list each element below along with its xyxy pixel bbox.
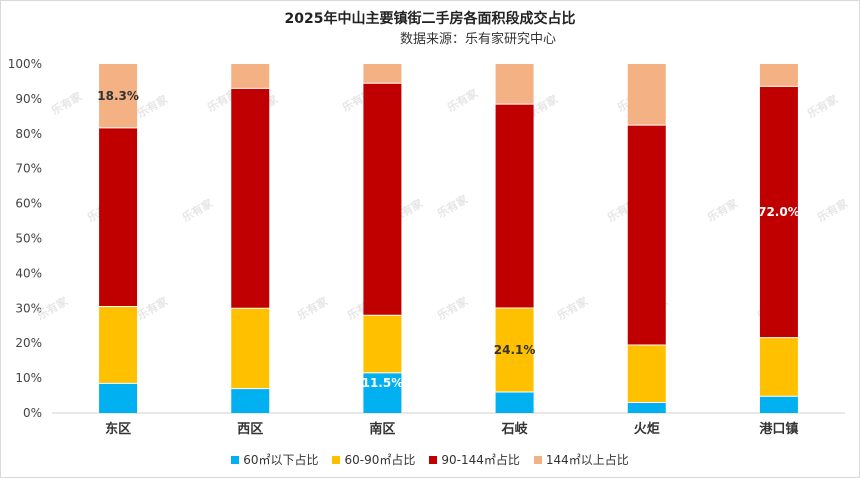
legend-item: 90-144㎡占比	[429, 451, 520, 468]
watermark-text: 乐有家	[815, 195, 851, 224]
bar-segment	[363, 372, 402, 413]
bar-segment	[495, 307, 534, 393]
legend-label: 60-90㎡占比	[344, 453, 416, 467]
y-tick-label: 40%	[15, 266, 42, 280]
data-label: 11.5%	[362, 376, 404, 390]
bar-segment	[759, 86, 798, 338]
y-tick-label: 60%	[15, 197, 42, 211]
watermark-text: 乐有家	[805, 91, 841, 120]
watermark-text: 乐有家	[435, 293, 471, 322]
x-category-label: 火炬	[634, 422, 660, 437]
legend-label: 144㎡以上占比	[545, 453, 629, 467]
watermark-text: 乐有家	[555, 293, 591, 322]
x-category-label: 石岐	[501, 421, 529, 437]
bar-segment	[495, 64, 534, 105]
bar-segment	[99, 383, 138, 413]
y-tick-label: 0%	[23, 406, 42, 420]
y-tick-label: 70%	[15, 162, 42, 176]
bar-segment	[99, 127, 138, 307]
bar-segment	[759, 337, 798, 397]
data-label: 18.3%	[97, 89, 139, 103]
watermark-text: 乐有家	[445, 85, 481, 114]
watermark-text: 乐有家	[435, 191, 471, 220]
bar-segment	[627, 402, 666, 413]
bar-segment	[99, 306, 138, 384]
y-tick-label: 100%	[8, 57, 42, 71]
bar-segment	[759, 396, 798, 413]
bar-segment	[231, 308, 270, 389]
bar-segment	[231, 388, 270, 413]
y-tick-label: 80%	[15, 127, 42, 141]
legend-item: 60-90㎡占比	[332, 451, 415, 468]
legend-label: 60㎡以下占比	[243, 453, 319, 467]
data-label: 24.1%	[494, 343, 536, 357]
x-category-label: 东区	[105, 421, 131, 437]
legend-label: 90-144㎡占比	[441, 453, 520, 467]
bar-segment	[495, 104, 534, 308]
x-category-label: 南区	[369, 421, 395, 437]
y-tick-label: 10%	[15, 371, 42, 385]
x-category-label: 西区	[237, 422, 263, 437]
legend-item: 60㎡以下占比	[231, 451, 318, 468]
watermark-text: 乐有家	[135, 293, 171, 322]
data-label: 72.0%	[758, 205, 800, 219]
y-tick-label: 20%	[15, 336, 42, 350]
bar-segment	[495, 392, 534, 413]
watermark-text: 乐有家	[705, 195, 741, 224]
bar-segment	[99, 64, 138, 128]
watermark-text: 乐有家	[35, 293, 71, 322]
legend-swatch	[332, 455, 341, 464]
bar-segment	[231, 64, 270, 89]
y-tick-label: 90%	[15, 92, 42, 106]
bar-segment	[627, 125, 666, 345]
chart-title: 2025年中山主要镇街二手房各面积段成交占比	[284, 11, 576, 27]
bar-segment	[759, 64, 798, 87]
chart-legend: 60㎡以下占比 60-90㎡占比 90-144㎡占比 144㎡以上占比	[0, 451, 860, 468]
legend-swatch	[429, 455, 438, 464]
bar-segment	[627, 344, 666, 403]
bar-segment	[363, 83, 402, 316]
bar-segment	[363, 315, 402, 373]
watermark-text: 乐有家	[180, 195, 216, 224]
stacked-bar-chart: 0%10%20%30%40%50%60%70%80%90%100%乐有家 乐有家乐…	[8, 57, 851, 437]
chart-subtitle: 数据来源：乐有家研究中心	[400, 32, 557, 47]
bar-segment	[231, 88, 270, 309]
y-tick-label: 30%	[15, 301, 42, 315]
watermark-text: 乐有家	[49, 88, 85, 117]
y-tick-label: 50%	[15, 232, 42, 246]
watermark-text: 乐有家	[295, 293, 331, 322]
x-category-label: 港口镇	[759, 421, 798, 437]
legend-swatch	[533, 455, 542, 464]
bar-segment	[363, 64, 402, 84]
bar-segment	[627, 64, 666, 126]
legend-item: 144㎡以上占比	[533, 451, 629, 468]
watermark-text: 乐有家	[135, 91, 171, 120]
legend-swatch	[231, 455, 240, 464]
